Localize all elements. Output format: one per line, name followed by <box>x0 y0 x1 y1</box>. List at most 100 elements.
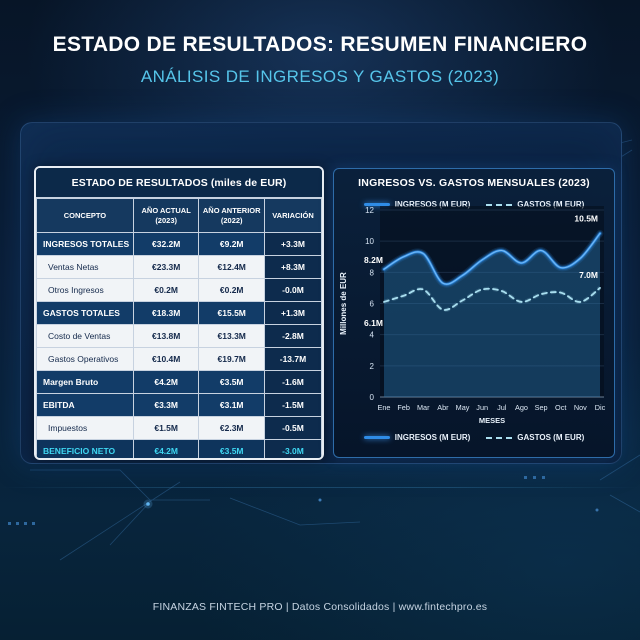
table-row: Otros Ingresos €0.2M €0.2M -0.0M <box>36 278 322 302</box>
x-tick-label: Ene <box>378 403 391 412</box>
table-row: Margen Bruto €4.2M €3.5M -1.6M <box>36 370 322 394</box>
cell-anterior: €3.5M <box>198 370 265 394</box>
cell-anterior: €3.5M <box>198 439 265 458</box>
cell-actual: €4.2M <box>132 439 200 458</box>
y-axis-label: Millones de EUR <box>339 272 348 335</box>
cell-concepto: INGRESOS TOTALES <box>36 232 134 256</box>
table-row: Costo de Ventas €13.8M €13.3M -2.8M <box>36 324 322 348</box>
cell-concepto: GASTOS TOTALES <box>36 301 134 325</box>
cell-variacion: +1.3M <box>263 301 322 325</box>
monthly-chart-svg: 0 2 4 6 8 10 12 Ene Feb Mar Abr May Jun Jul Ago Sep Oct N… <box>339 206 606 425</box>
table-title: ESTADO DE RESULTADOS (miles de EUR) <box>36 168 322 198</box>
gastos-line-swatch-icon <box>486 436 513 439</box>
monthly-chart-card: INGRESOS VS. GASTOS MENSUALES (2023) ING… <box>333 168 615 458</box>
annotation-label: 7.0M <box>579 270 598 280</box>
cell-anterior: €9.2M <box>198 232 265 256</box>
x-tick-label: Jun <box>476 403 488 412</box>
cell-actual: €0.2M <box>132 278 200 302</box>
income-statement-table: CONCEPTO AÑO ACTUAL (2023) AÑO ANTERIOR (202… <box>36 198 322 458</box>
table-row: GASTOS TOTALES €18.3M €15.5M +1.3M <box>36 301 322 325</box>
table-row: Impuestos €1.5M €2.3M -0.5M <box>36 416 322 440</box>
x-tick-label: Ago <box>515 403 528 412</box>
table-row: Gastos Operativos €10.4M €19.7M -13.7M <box>36 347 322 371</box>
cell-variacion: +8.3M <box>263 255 322 279</box>
cell-anterior: €0.2M <box>198 278 265 302</box>
ingresos-line-swatch-icon <box>363 436 390 439</box>
table-row: BENEFICIO NETO €4.2M €3.5M -3.0M <box>36 439 322 458</box>
y-tick-label: 12 <box>365 206 374 215</box>
legend-label-ingresos: INGRESOS (M EUR) <box>394 433 471 442</box>
x-tick-label: Nov <box>574 403 587 412</box>
chart-legend-bottom: INGRESOS (M EUR) GASTOS (M EUR) <box>334 433 614 442</box>
y-tick-label: 4 <box>370 331 375 340</box>
column-header: AÑO ACTUAL (2023) <box>132 198 200 233</box>
annotation-label: 6.1M <box>364 318 383 328</box>
cell-actual: €23.3M <box>132 255 200 279</box>
cell-variacion: +3.3M <box>263 232 322 256</box>
cell-concepto: Impuestos <box>36 416 134 440</box>
table-header-row: CONCEPTO AÑO ACTUAL (2023) AÑO ANTERIOR (202… <box>36 198 322 233</box>
y-tick-label: 6 <box>370 300 375 309</box>
x-tick-label: May <box>456 403 470 412</box>
cell-concepto: Otros Ingresos <box>36 278 134 302</box>
table-row: EBITDA €3.3M €3.1M -1.5M <box>36 393 322 417</box>
gastos-line-swatch-icon <box>486 203 513 206</box>
y-tick-label: 10 <box>365 237 374 246</box>
x-tick-label: Sep <box>535 403 548 412</box>
chart-legend-top: INGRESOS (M EUR) GASTOS (M EUR) <box>334 200 614 209</box>
column-header: VARIACIÓN <box>263 198 322 233</box>
cell-variacion: -1.5M <box>263 393 322 417</box>
legend-item-ingresos: INGRESOS (M EUR) <box>363 433 471 442</box>
cell-actual: €13.8M <box>132 324 200 348</box>
cell-concepto: Gastos Operativos <box>36 347 134 371</box>
cell-anterior: €3.1M <box>198 393 265 417</box>
x-tick-label: Abr <box>437 403 449 412</box>
y-tick-label: 0 <box>370 393 375 402</box>
chart-title: INGRESOS VS. GASTOS MENSUALES (2023) <box>358 177 590 189</box>
cell-anterior: €13.3M <box>198 324 265 348</box>
x-tick-label: Mar <box>417 403 430 412</box>
cell-anterior: €2.3M <box>198 416 265 440</box>
x-tick-label: Oct <box>555 403 566 412</box>
gastos-line <box>383 287 601 311</box>
legend-item-gastos: GASTOS (M EUR) <box>486 200 584 209</box>
table-row: Ventas Netas €23.3M €12.4M +8.3M <box>36 255 322 279</box>
dot-row-icons <box>8 476 545 525</box>
x-tick-label: Jul <box>497 403 507 412</box>
cell-actual: €32.2M <box>132 232 200 256</box>
cell-concepto: Ventas Netas <box>36 255 134 279</box>
cell-anterior: €19.7M <box>198 347 265 371</box>
cell-variacion: -3.0M <box>263 439 322 458</box>
cell-concepto: EBITDA <box>36 393 134 417</box>
cell-variacion: -0.0M <box>263 278 322 302</box>
x-tick-label: Dic <box>595 403 606 412</box>
income-statement-card: ESTADO DE RESULTADOS (miles de EUR) CONC… <box>34 166 324 460</box>
ingresos-line-core <box>383 232 601 285</box>
cell-actual: €4.2M <box>132 370 200 394</box>
x-axis-label: MESES <box>479 416 505 425</box>
dashboard-panel: ESTADO DE RESULTADOS (miles de EUR) CONC… <box>20 122 622 464</box>
footer-text: FINANZAS FINTECH PRO | Datos Consolidado… <box>152 601 488 613</box>
cell-anterior: €12.4M <box>198 255 265 279</box>
cell-concepto: Margen Bruto <box>36 370 134 394</box>
income-statement-body: INGRESOS TOTALES €32.2M €9.2M +3.3M Ventas N… <box>36 232 322 458</box>
cell-actual: €10.4M <box>132 347 200 371</box>
legend-label-ingresos: INGRESOS (M EUR) <box>394 200 471 209</box>
page-title: ESTADO DE RESULTADOS: RESUMEN FINANCIERO <box>52 33 588 56</box>
table-row: INGRESOS TOTALES €32.2M €9.2M +3.3M <box>36 232 322 256</box>
annotation-label: 10.5M <box>574 213 598 223</box>
x-tick-label: Feb <box>397 403 410 412</box>
y-tick-label: 2 <box>370 362 375 371</box>
cell-actual: €3.3M <box>132 393 200 417</box>
cell-variacion: -2.8M <box>263 324 322 348</box>
legend-item-gastos: GASTOS (M EUR) <box>486 433 584 442</box>
y-tick-label: 8 <box>370 268 375 277</box>
plot-background <box>380 206 604 397</box>
legend-label-gastos: GASTOS (M EUR) <box>517 200 585 209</box>
cell-actual: €18.3M <box>132 301 200 325</box>
cell-anterior: €15.5M <box>198 301 265 325</box>
cell-concepto: Costo de Ventas <box>36 324 134 348</box>
ingresos-line-swatch-icon <box>363 203 390 206</box>
ingresos-area <box>384 233 600 397</box>
column-header: CONCEPTO <box>36 198 134 233</box>
